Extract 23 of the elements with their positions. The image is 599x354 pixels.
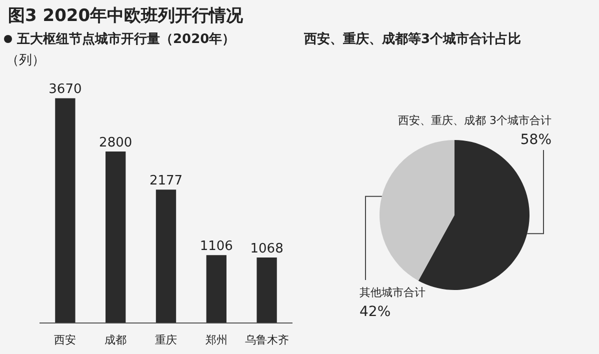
data-label: 1106: [200, 239, 233, 254]
chart-subtitle: 五大枢纽节点城市开行量（2020年）: [16, 30, 236, 49]
data-label: 2800: [99, 135, 132, 150]
bar: [55, 98, 76, 323]
data-label: 3670: [48, 82, 82, 98]
slice-label: 西安、重庆、成都 3个城市合计: [398, 114, 552, 127]
x-tick-label: 成都: [104, 333, 127, 346]
data-label: 1068: [250, 241, 284, 256]
data-label: 58%: [520, 132, 552, 148]
bar: [156, 190, 176, 323]
x-tick-label: 乌鲁木齐: [244, 333, 289, 346]
bar: [256, 257, 277, 323]
chart-title: 图3 2020年中欧班列开行情况: [8, 5, 244, 27]
bar: [106, 151, 126, 323]
data-label: 2177: [149, 174, 183, 189]
x-tick-label: 重庆: [155, 333, 177, 346]
x-tick-label: 郑州: [205, 333, 228, 346]
data-label: 42%: [360, 304, 391, 320]
bar: [206, 255, 226, 323]
y-axis-title: （列）: [6, 53, 45, 68]
slice-label: 其他城市合计: [360, 286, 426, 299]
chart-title: 西安、重庆、成都等3个城市合计占比: [303, 30, 522, 49]
x-tick-label: 西安: [54, 333, 76, 346]
